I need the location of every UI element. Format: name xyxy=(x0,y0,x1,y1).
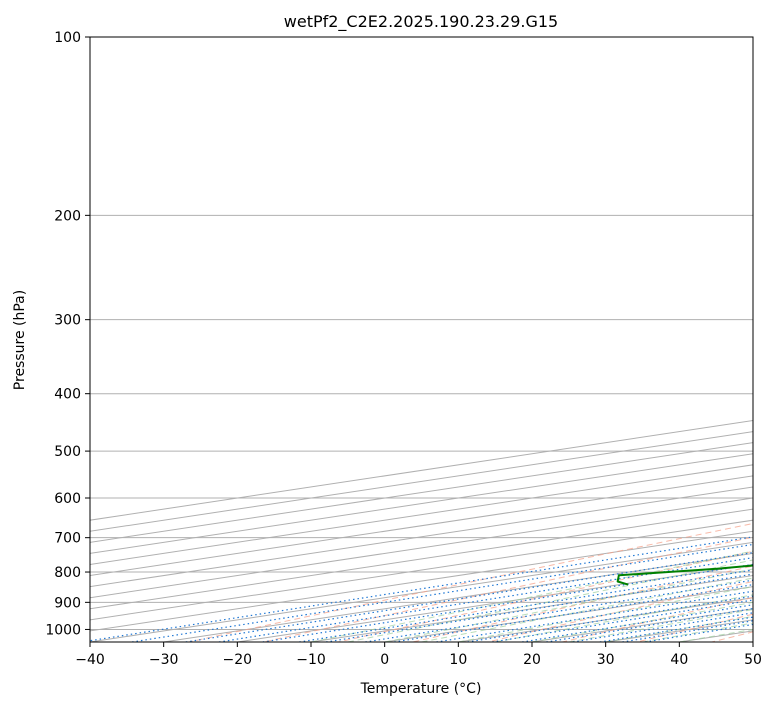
x-tick-label: 10 xyxy=(449,652,467,668)
x-tick-label: 30 xyxy=(597,652,615,668)
x-tick-label: 20 xyxy=(523,652,541,668)
isotherm-line xyxy=(90,442,753,543)
moist-adiabat xyxy=(495,594,753,642)
plot-frame xyxy=(89,36,754,643)
y-tick-label: 1000 xyxy=(45,622,81,638)
moist-adiabat xyxy=(347,559,753,642)
plot-area: 0.10.20.40.611.52346810131620253036-100-… xyxy=(90,37,753,642)
chart-title: wetPf2_C2E2.2025.190.23.29.G15 xyxy=(284,12,558,32)
isotherm-line xyxy=(90,453,753,554)
y-tick-label: 400 xyxy=(54,387,81,403)
y-tick-label: 900 xyxy=(54,595,81,611)
mixing-ratio-line xyxy=(185,551,753,642)
isotherm-line xyxy=(90,519,753,621)
y-tick-label: 600 xyxy=(54,491,81,507)
x-tick-label: −20 xyxy=(223,652,253,668)
y-tick-label: 100 xyxy=(54,30,81,46)
x-tick-label: 0 xyxy=(380,652,389,668)
mixing-ratio-line xyxy=(218,557,753,642)
moist-adiabat xyxy=(421,577,753,642)
axis-ticks: −40 −30 −20 −10 0 10 20 30 40 50 1000 900 800 700 600 5… xyxy=(45,30,762,668)
x-axis-label: Temperature (°C) xyxy=(360,681,482,697)
y-tick-label: 800 xyxy=(54,565,81,581)
y-tick-label: 300 xyxy=(54,313,81,329)
x-tick-label: −40 xyxy=(75,652,105,668)
isotherm-line xyxy=(90,497,753,599)
x-tick-label: 50 xyxy=(744,652,762,668)
x-tick-label: −10 xyxy=(296,652,326,668)
mixing-ratio-line xyxy=(522,604,753,642)
x-tick-label: −30 xyxy=(149,652,179,668)
isotherm-line xyxy=(90,464,753,565)
mixing-ratio-line xyxy=(467,595,753,642)
x-tick-label: 40 xyxy=(670,652,688,668)
y-tick-label: 200 xyxy=(54,208,81,224)
mixing-ratio-line xyxy=(492,599,753,642)
dry-adiabat xyxy=(188,523,753,642)
y-tick-label: 700 xyxy=(54,531,81,547)
mixing-ratio-line xyxy=(436,590,753,642)
moist-adiabat xyxy=(310,550,753,642)
isotherm-line xyxy=(90,475,753,577)
isotherm-line xyxy=(90,530,753,632)
isotherm-line xyxy=(90,508,753,610)
y-tick-label: 500 xyxy=(54,444,81,460)
y-axis-label: Pressure (hPa) xyxy=(12,290,28,390)
isotherm-line xyxy=(90,486,753,588)
mixing-ratio-line xyxy=(90,536,753,642)
